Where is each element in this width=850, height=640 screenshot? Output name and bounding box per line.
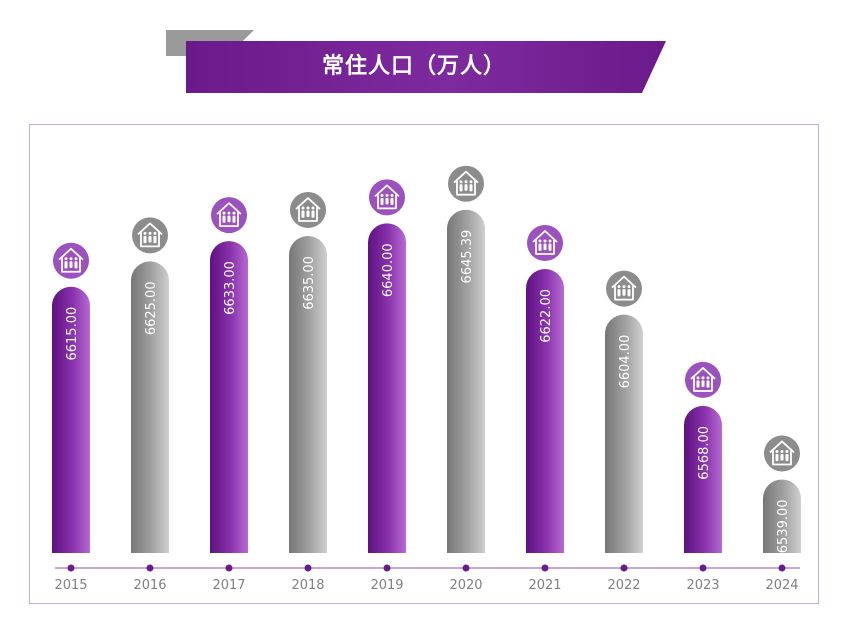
tick-label-2022: 2022 [607,578,640,593]
title-banner [186,41,666,93]
bar-2021 [526,269,564,553]
axis-dot-2021 [541,564,549,572]
value-label-2022: 6604.00 [618,335,633,389]
value-label-2017: 6633.00 [223,261,238,315]
axis-dot-2018 [304,564,312,572]
value-label-2016: 6625.00 [144,281,159,335]
bar-2024 [763,479,801,553]
tick-label-2017: 2017 [212,578,245,593]
bar-2015 [52,286,90,553]
axis-dot-2016 [146,564,154,572]
axis-dot-2022 [620,564,628,572]
house-family-icon [211,197,247,234]
bar-2017 [210,241,248,553]
tick-label-2024: 2024 [765,578,798,593]
house-family-icon [369,179,405,216]
bar-2018 [289,236,327,554]
bar-2016 [131,261,169,553]
value-label-2020: 6645.39 [460,230,475,284]
house-family-icon [290,192,326,229]
axis-dot-2023 [699,564,707,572]
tick-label-2020: 2020 [449,578,482,593]
chart-frame [29,124,819,604]
house-family-icon [606,270,642,307]
tick-label-2018: 2018 [291,578,324,593]
axis-dot-2024 [778,564,786,572]
house-family-icon [448,165,484,202]
house-family-icon [527,225,563,261]
value-label-2021: 6622.00 [539,289,554,343]
value-label-2015: 6615.00 [65,307,80,361]
value-label-2019: 6640.00 [381,243,396,297]
house-family-icon [764,435,800,472]
tick-label-2021: 2021 [528,578,561,593]
value-label-2023: 6568.00 [697,426,712,480]
tick-label-2016: 2016 [133,578,166,593]
house-family-icon [53,242,89,279]
bar-2022 [605,314,643,553]
axis-dot-2017 [225,564,233,572]
tick-label-2019: 2019 [370,578,403,593]
chart-title: 常住人口（万人） [321,54,506,79]
axis-dot-2015 [67,564,75,572]
house-family-icon [132,217,168,254]
axis-dot-2019 [383,564,391,572]
value-label-2024: 6539.00 [776,499,791,553]
value-label-2018: 6635.00 [302,256,317,310]
bar-2019 [368,223,406,553]
bar-2020 [447,209,485,553]
bar-2023 [684,405,722,553]
tick-label-2023: 2023 [686,578,719,593]
tick-label-2015: 2015 [54,578,87,593]
axis-dot-2020 [462,564,470,572]
house-family-icon [685,361,721,398]
